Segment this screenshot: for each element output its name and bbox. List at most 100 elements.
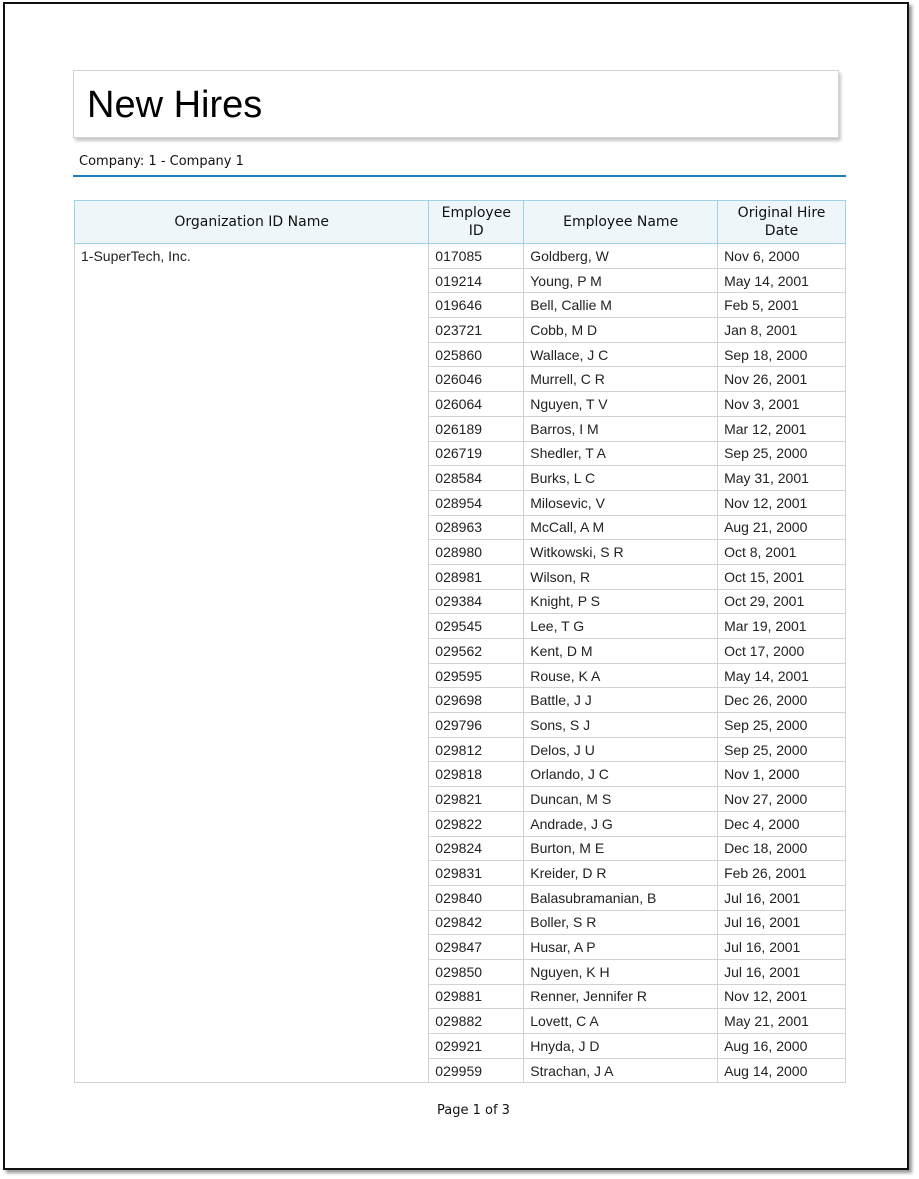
employee-id-cell: 025860 xyxy=(428,341,525,368)
employee-id-cell: 029850 xyxy=(428,958,525,985)
page-number: Page 1 of 3 xyxy=(437,1103,510,1118)
table-row: 029824 Burton, M E Dec 18, 2000 xyxy=(75,835,846,862)
employee-name-cell: Husar, A P xyxy=(523,934,719,960)
hire-date-cell: Nov 26, 2001 xyxy=(717,366,846,393)
table-row: 028963 McCall, A M Aug 21, 2000 xyxy=(75,514,846,541)
hire-date-cell: Jul 16, 2001 xyxy=(717,958,846,985)
hire-date-cell: Mar 12, 2001 xyxy=(717,415,846,442)
hire-date-cell: Oct 15, 2001 xyxy=(717,563,846,590)
employee-id-cell: 029545 xyxy=(428,613,525,639)
employee-id-cell: 026189 xyxy=(428,415,525,442)
table-row: 023721 Cobb, M D Jan 8, 2001 xyxy=(75,317,846,343)
employee-name-cell: Kreider, D R xyxy=(523,860,719,886)
hire-date-cell: Sep 25, 2000 xyxy=(717,712,846,738)
employee-id-cell: 028980 xyxy=(428,539,525,565)
table-row: 029842 Boller, S R Jul 16, 2001 xyxy=(75,909,846,936)
employee-name-cell: Wilson, R xyxy=(523,563,719,590)
hire-date-cell: Feb 26, 2001 xyxy=(717,860,846,886)
new-hires-table: Organization ID Name Employee ID Employe… xyxy=(73,200,846,1084)
employee-id-cell: 029831 xyxy=(428,860,525,886)
employee-id-cell: 029595 xyxy=(428,662,525,689)
hire-date-cell: Oct 29, 2001 xyxy=(717,588,846,615)
employee-name-cell: Hnyda, J D xyxy=(523,1033,719,1059)
title-box: New Hires xyxy=(73,70,839,138)
employee-name-cell: Renner, Jennifer R xyxy=(523,983,719,1010)
hire-date-cell: Aug 14, 2000 xyxy=(717,1057,846,1084)
hire-date-cell: Dec 4, 2000 xyxy=(717,810,846,837)
table-row: 1-SuperTech, Inc. 017085 Goldberg, W Nov 6,… xyxy=(73,242,846,1084)
employee-name-cell: Goldberg, W xyxy=(523,243,719,269)
hire-date-cell: Nov 12, 2001 xyxy=(717,983,846,1010)
employee-id-cell: 029921 xyxy=(428,1033,525,1059)
hire-date-cell: Mar 19, 2001 xyxy=(717,613,846,639)
employee-id-cell: 029959 xyxy=(428,1057,525,1084)
employee-id-cell: 028963 xyxy=(428,514,525,541)
employee-id-cell: 028584 xyxy=(428,465,525,491)
employee-name-cell: Cobb, M D xyxy=(523,317,719,343)
table-header-row: Organization ID Name Employee ID Employe… xyxy=(73,200,846,244)
employee-name-cell: Boller, S R xyxy=(523,909,719,936)
employee-name-cell: Burks, L C xyxy=(523,465,719,491)
employee-name-cell: McCall, A M xyxy=(523,514,719,541)
employee-id-cell: 028981 xyxy=(428,563,525,590)
hire-date-cell: Nov 27, 2000 xyxy=(717,786,846,812)
hire-date-cell: May 14, 2001 xyxy=(717,662,846,689)
table-row: 028584 Burks, L C May 31, 2001 xyxy=(75,465,846,491)
hire-date-cell: Nov 6, 2000 xyxy=(717,243,846,269)
company-label: Company: 1 - Company 1 xyxy=(79,154,244,169)
employee-id-cell: 029882 xyxy=(428,1008,525,1034)
table-row: 026189 Barros, I M Mar 12, 2001 xyxy=(75,415,846,442)
report-title: New Hires xyxy=(87,84,263,126)
employee-name-cell: Lee, T G xyxy=(523,613,719,639)
employee-id-cell: 029562 xyxy=(428,638,525,664)
hire-date-cell: Oct 17, 2000 xyxy=(717,638,846,664)
employee-name-cell: Murrell, C R xyxy=(523,366,719,393)
table-row: 029882 Lovett, C A May 21, 2001 xyxy=(75,1008,846,1034)
organization-cell: 1-SuperTech, Inc. xyxy=(73,242,430,1084)
employee-name-cell: Burton, M E xyxy=(523,835,719,862)
employee-id-cell: 029822 xyxy=(428,810,525,837)
table-body: 1-SuperTech, Inc. 017085 Goldberg, W Nov 6,… xyxy=(73,242,846,1084)
table-row: 029796 Sons, S J Sep 25, 2000 xyxy=(75,712,846,738)
hire-date-cell: Nov 3, 2001 xyxy=(717,391,846,417)
column-header-organization: Organization ID Name xyxy=(73,200,430,244)
table-row: 029921 Hnyda, J D Aug 16, 2000 xyxy=(75,1033,846,1059)
employee-name-cell: Duncan, M S xyxy=(523,786,719,812)
employee-name-cell: Young, P M xyxy=(523,267,719,294)
table-row: 019646 Bell, Callie M Feb 5, 2001 xyxy=(75,292,846,319)
hire-date-cell: Jul 16, 2001 xyxy=(717,934,846,960)
employee-id-cell: 029812 xyxy=(428,736,525,763)
report-page: New Hires Company: 1 - Company 1 Organiz… xyxy=(3,2,909,1170)
employee-name-cell: Andrade, J G xyxy=(523,810,719,837)
table-row: 025860 Wallace, J C Sep 18, 2000 xyxy=(75,341,846,368)
hire-date-cell: Dec 26, 2000 xyxy=(717,687,846,714)
table-row: 029847 Husar, A P Jul 16, 2001 xyxy=(75,934,846,960)
employee-name-cell: Orlando, J C xyxy=(523,761,719,788)
employee-name-cell: Knight, P S xyxy=(523,588,719,615)
employee-name-cell: Lovett, C A xyxy=(523,1008,719,1034)
employee-name-cell: Witkowski, S R xyxy=(523,539,719,565)
employee-name-cell: Delos, J U xyxy=(523,736,719,763)
employee-id-cell: 029824 xyxy=(428,835,525,862)
employee-name-cell: Shedler, T A xyxy=(523,440,719,467)
column-header-employee-name: Employee Name xyxy=(523,200,719,244)
table-row: 028954 Milosevic, V Nov 12, 2001 xyxy=(75,489,846,516)
hire-date-cell: Feb 5, 2001 xyxy=(717,292,846,319)
table-row: 029595 Rouse, K A May 14, 2001 xyxy=(75,662,846,689)
employee-id-cell: 029384 xyxy=(428,588,525,615)
hire-date-cell: Jul 16, 2001 xyxy=(717,884,846,911)
employee-name-cell: Strachan, J A xyxy=(523,1057,719,1084)
employee-id-cell: 023721 xyxy=(428,317,525,343)
employee-name-cell: Rouse, K A xyxy=(523,662,719,689)
employee-name-cell: Nguyen, K H xyxy=(523,958,719,985)
table-row: 019214 Young, P M May 14, 2001 xyxy=(75,267,846,294)
employee-id-cell: 029796 xyxy=(428,712,525,738)
employee-id-cell: 019214 xyxy=(428,267,525,294)
hire-date-cell: Nov 1, 2000 xyxy=(717,761,846,788)
employee-name-cell: Sons, S J xyxy=(523,712,719,738)
employee-name-cell: Barros, I M xyxy=(523,415,719,442)
table-row: 029698 Battle, J J Dec 26, 2000 xyxy=(75,687,846,714)
hire-date-cell: Dec 18, 2000 xyxy=(717,835,846,862)
employee-id-cell: 026064 xyxy=(428,391,525,417)
hire-date-cell: Sep 18, 2000 xyxy=(717,341,846,368)
